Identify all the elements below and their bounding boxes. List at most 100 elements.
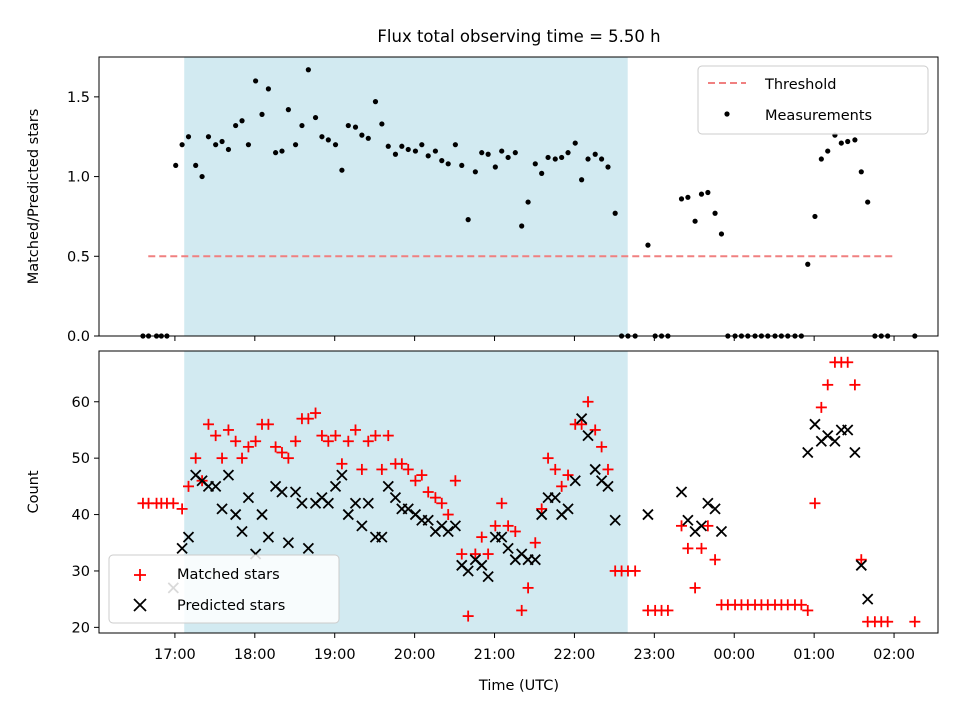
measurement-point — [419, 142, 425, 148]
measurement-point — [499, 148, 505, 154]
y-tick-label: 50 — [72, 451, 90, 467]
x-axis-label: Time (UTC) — [478, 678, 559, 694]
measurement-point — [645, 242, 651, 248]
y-tick-label: 20 — [72, 620, 90, 636]
measurement-point — [539, 170, 545, 176]
ratio-legend: Threshold Measurements — [697, 65, 929, 135]
matched-point — [262, 418, 274, 430]
measurement-point — [379, 121, 385, 127]
matched-point — [709, 554, 721, 566]
matched-point — [795, 599, 807, 611]
matched-point — [909, 616, 921, 628]
matched-point — [689, 582, 701, 594]
predicted-point — [809, 418, 821, 430]
measurement-point — [213, 142, 219, 148]
matched-point — [589, 424, 601, 436]
matched-point — [522, 582, 534, 594]
measurement-point — [385, 143, 391, 149]
matched-point — [216, 452, 228, 464]
matched-point — [676, 520, 688, 532]
measurement-point — [592, 151, 598, 157]
matched-point — [556, 480, 568, 492]
predicted-point — [256, 508, 268, 521]
measurement-point — [698, 191, 705, 197]
matched-point — [282, 452, 294, 464]
measurement-point — [858, 169, 864, 175]
matched-point — [882, 616, 894, 628]
matched-point — [549, 463, 561, 475]
measurement-point — [305, 67, 311, 73]
matched-point — [449, 475, 461, 487]
measurement-point — [365, 135, 371, 141]
measurement-point — [432, 148, 438, 154]
measurement-point — [519, 223, 525, 229]
x-tick-label: 23:00 — [633, 647, 675, 663]
ratio-x-ticks — [174, 336, 895, 341]
predicted-point — [442, 525, 454, 538]
ratio-marks — [140, 67, 918, 339]
x-tick-label: 22:00 — [554, 647, 596, 663]
matched-point — [376, 463, 388, 475]
predicted-point — [482, 570, 494, 583]
predicted-point — [362, 497, 374, 509]
x-tick-label: 18:00 — [234, 647, 276, 663]
matched-point — [695, 542, 707, 554]
measurement-point — [552, 156, 558, 162]
predicted-point — [356, 520, 368, 532]
measurement-point — [193, 162, 199, 169]
measurement-point — [233, 122, 239, 129]
matched-point — [489, 520, 501, 532]
measurement-point — [532, 161, 538, 167]
predicted-point — [349, 497, 362, 509]
predicted-point — [289, 486, 302, 498]
measurement-point — [312, 114, 319, 121]
measurement-point — [285, 107, 291, 113]
measurement-point — [812, 213, 818, 220]
predicted-point — [529, 554, 541, 566]
y-tick-label: 60 — [72, 395, 90, 411]
measurement-point — [239, 118, 245, 124]
measurement-point — [245, 142, 252, 148]
measurement-point — [492, 164, 498, 170]
measurement-point — [325, 137, 331, 143]
ratio-panel-frame — [98, 56, 939, 337]
measurement-point — [545, 154, 551, 161]
predicted-point — [715, 525, 728, 538]
predicted-point — [276, 486, 288, 498]
matched-point — [576, 418, 588, 430]
matched-point — [402, 463, 414, 475]
measurement-point — [352, 124, 359, 130]
matched-point — [456, 548, 468, 560]
predicted-point — [695, 520, 708, 532]
predicted-point — [262, 531, 275, 543]
measurement-point — [345, 122, 351, 129]
measurement-point — [599, 156, 605, 162]
ratio-panel: 0.0 0.5 1.0 1.5 Matched/Predicted stars Thr… — [26, 56, 939, 345]
measurement-point — [412, 148, 419, 154]
matched-point — [536, 503, 548, 515]
legend-matched-swatch — [134, 569, 146, 581]
measurement-point — [579, 177, 585, 183]
predicted-point — [602, 480, 614, 492]
matched-point — [210, 430, 222, 442]
matched-point — [176, 503, 188, 515]
measurement-point — [472, 169, 478, 175]
matched-point — [190, 452, 202, 464]
measurement-point — [173, 162, 179, 169]
predicted-point — [575, 413, 588, 425]
matched-point — [582, 396, 594, 408]
matched-point — [509, 525, 521, 537]
legend-measurements-swatch — [724, 111, 730, 117]
matched-point — [416, 469, 428, 481]
matched-point — [469, 548, 481, 560]
count-panel: 20 30 40 50 60 17:00 18:00 19:00 20:00 21:00 22:0… — [26, 350, 939, 663]
legend-measurements-label: Measurements — [765, 108, 872, 124]
predicted-point — [182, 531, 195, 543]
measurement-point — [585, 156, 591, 162]
x-tick-label: 00:00 — [713, 647, 755, 663]
matched-point — [167, 497, 179, 509]
predicted-point — [236, 525, 248, 538]
matched-point — [290, 435, 302, 447]
x-tick-label: 20:00 — [394, 647, 436, 663]
matched-point — [362, 435, 374, 447]
